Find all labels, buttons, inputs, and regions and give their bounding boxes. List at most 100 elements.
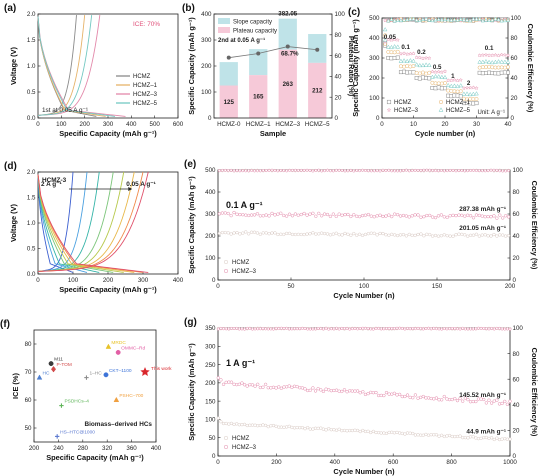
data-point (505, 59, 511, 64)
data-point (474, 213, 479, 217)
legend-label: HCMZ–3 (232, 445, 257, 451)
data-point (255, 212, 260, 216)
data-point (471, 216, 476, 220)
data-point (469, 169, 473, 172)
y-tick-label: 70 (25, 369, 32, 376)
data-point (218, 169, 221, 173)
data-point (505, 327, 509, 331)
data-point (460, 232, 464, 237)
data-point (323, 169, 327, 173)
data-point (449, 78, 454, 83)
data-point (324, 428, 328, 432)
data-point (452, 89, 457, 94)
data-point (395, 212, 400, 217)
data-point (425, 213, 429, 218)
data-point (244, 213, 248, 217)
data-point (325, 212, 330, 217)
data-point (217, 231, 222, 235)
data-point (442, 394, 446, 399)
y-tick-label: 1.5 (27, 37, 36, 44)
data-point (282, 232, 286, 237)
data-point (221, 382, 226, 386)
data-point (340, 233, 344, 237)
data-point (505, 18, 511, 22)
data-point (302, 211, 306, 216)
data-point (497, 402, 502, 406)
y-tick-label: 500 (205, 167, 216, 174)
data-point (249, 213, 254, 217)
data-point (477, 16, 482, 21)
data-point (241, 231, 245, 235)
data-point (285, 326, 289, 330)
data-point (466, 398, 470, 402)
data-point (287, 384, 291, 388)
data-point (493, 65, 498, 70)
charge-curve (37, 14, 86, 116)
data-point (461, 399, 465, 403)
data-point (337, 389, 341, 393)
data-point (238, 232, 242, 236)
data-point (334, 168, 338, 172)
data-point (369, 214, 373, 218)
end-label: 44.9 mAh g⁻¹ (466, 429, 506, 436)
data-point (506, 233, 511, 238)
data-point (358, 169, 362, 173)
data-point (374, 390, 378, 395)
data-point (322, 231, 327, 236)
data-point (482, 397, 486, 402)
data-point (276, 232, 280, 237)
y-tick-label: 2.0 (27, 11, 36, 18)
data-point (433, 81, 438, 86)
panel-e: 0 50 100 150 2000100200300400500020406080100… (184, 159, 539, 300)
data-point (383, 33, 388, 38)
y2-tick-label: 60 (513, 211, 520, 218)
data-point (378, 213, 382, 217)
data-point (392, 391, 397, 395)
data-point (443, 81, 447, 85)
data-point (296, 168, 300, 172)
data-point (387, 213, 391, 217)
x-tick-label: 360 (126, 445, 137, 452)
data-point (226, 231, 230, 235)
data-point (235, 169, 239, 173)
data-point (442, 327, 446, 331)
data-point (436, 81, 441, 86)
data-point (59, 403, 64, 408)
data-point (477, 70, 482, 75)
data-point (404, 214, 408, 218)
data-point (54, 434, 60, 439)
data-point (335, 326, 339, 330)
data-point (316, 327, 320, 330)
data-point (250, 169, 254, 173)
y-tick-label: 200 (205, 233, 216, 240)
data-point (237, 327, 241, 331)
data-point (386, 99, 392, 105)
data-point (430, 85, 435, 90)
x-tick-label: 200 (505, 283, 516, 290)
data-point (414, 17, 419, 22)
data-point (253, 384, 257, 388)
data-point (314, 168, 318, 172)
data-point (449, 94, 454, 99)
y2-axis-label: Coulombic Efficiency (%) (530, 348, 539, 437)
legend-label: HCMZ–5 (446, 108, 471, 114)
data-point (247, 232, 251, 236)
data-point (290, 214, 295, 218)
data-point (474, 232, 479, 236)
data-point (390, 430, 394, 434)
data-point (500, 437, 504, 441)
data-point (442, 233, 446, 237)
data-point (324, 387, 328, 391)
legend-label: HCMZ–1 (446, 100, 471, 106)
data-point (223, 268, 229, 274)
data-point (284, 425, 289, 429)
bar-slope (219, 62, 238, 86)
data-point (216, 416, 220, 420)
x-tick-label: 300 (103, 121, 114, 128)
data-point (232, 231, 236, 235)
data-point (486, 169, 490, 173)
point-label: OMMC–Rd (121, 345, 145, 351)
y-tick-label: 400 (369, 35, 380, 42)
data-point (267, 232, 271, 236)
data-point (446, 93, 451, 98)
